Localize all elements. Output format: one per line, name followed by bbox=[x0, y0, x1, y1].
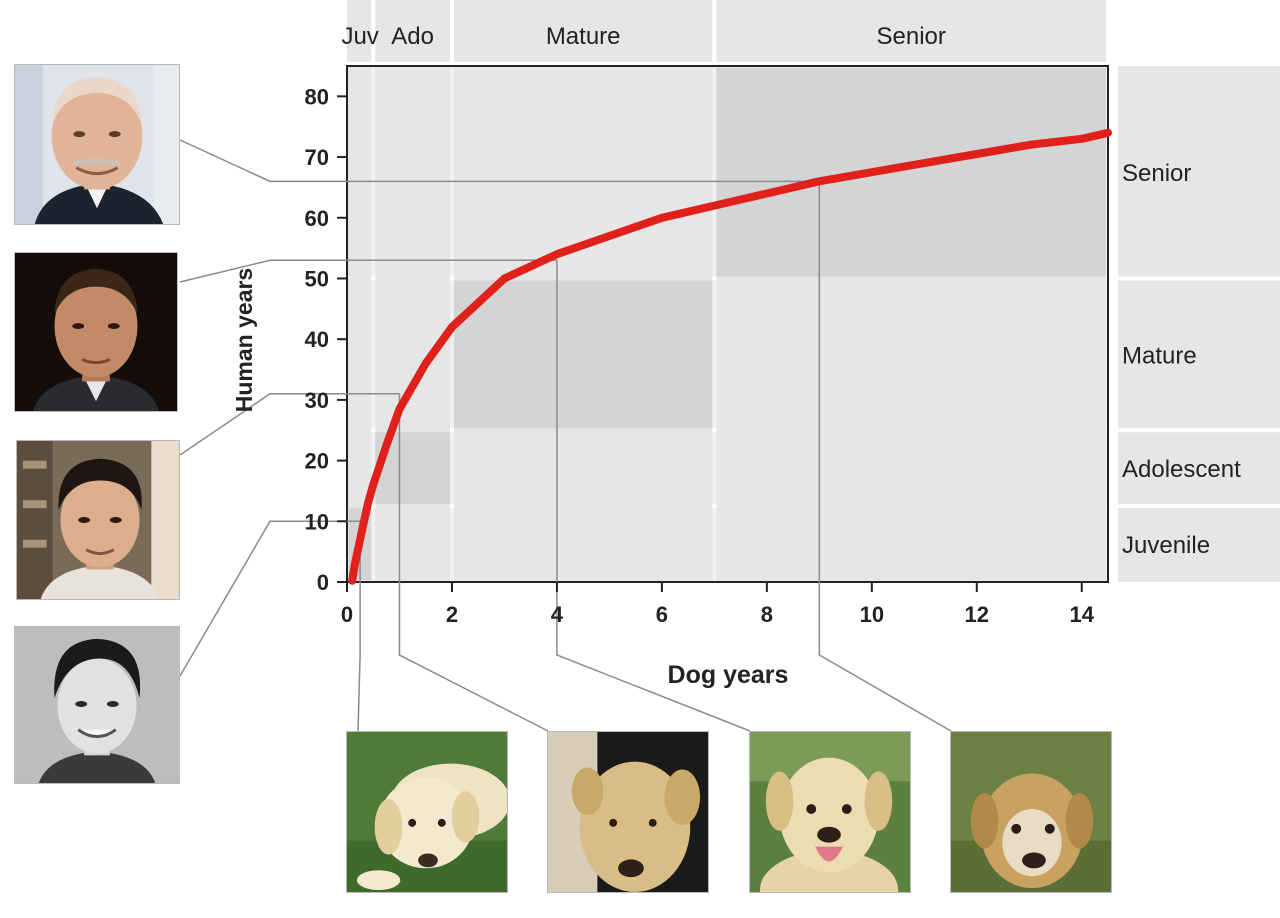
plot-border bbox=[346, 65, 1109, 583]
human-stage-label: Juvenile bbox=[1122, 532, 1210, 559]
dog-photo-connector bbox=[556, 260, 751, 732]
mature-dog-illustration bbox=[750, 732, 910, 892]
human-photo-connector bbox=[179, 139, 820, 183]
dog-photo-connector bbox=[398, 393, 549, 732]
axis-ticks: 0 2 4 6 8 10 12 14 0 10 20 30 40 50 60 70 80 bbox=[305, 84, 1095, 627]
senior-dog-illustration bbox=[951, 732, 1111, 892]
dog-stage-label: Mature bbox=[546, 23, 621, 50]
human-photo-connector bbox=[179, 393, 400, 456]
y-tick-label: 80 bbox=[305, 84, 329, 109]
dog-photo-connector bbox=[357, 521, 361, 732]
human-stage-label: Mature bbox=[1122, 342, 1197, 369]
x-tick-label: 14 bbox=[1070, 602, 1095, 627]
human-photo-connector bbox=[179, 259, 557, 283]
y-tick-label: 60 bbox=[305, 206, 329, 231]
curve-layer bbox=[348, 128, 1112, 585]
human-photo-juvenile bbox=[14, 626, 180, 784]
x-axis-label: Dog years bbox=[668, 661, 789, 689]
y-tick-label: 20 bbox=[305, 449, 329, 474]
y-axis-label: Human years bbox=[231, 268, 257, 412]
human-stage-label: Adolescent bbox=[1122, 456, 1241, 483]
dog-stage-header-2 bbox=[453, 0, 713, 62]
x-tick-label: 12 bbox=[965, 602, 989, 627]
adolescent-portrait bbox=[17, 441, 179, 599]
plot-frame bbox=[346, 65, 1109, 583]
x-tick-label: 10 bbox=[860, 602, 884, 627]
y-tick-label: 0 bbox=[317, 570, 329, 595]
mature-man-portrait bbox=[15, 253, 177, 411]
young-dog-illustration bbox=[548, 732, 708, 892]
human-photo-mature bbox=[14, 252, 178, 412]
x-tick-label: 8 bbox=[761, 602, 773, 627]
stage-overlap-3 bbox=[716, 68, 1106, 277]
dog-stage-header-0 bbox=[347, 0, 372, 62]
y-tick-label: 10 bbox=[305, 509, 329, 534]
human-stage-label: Senior bbox=[1122, 160, 1191, 187]
dog-photo-mature bbox=[749, 731, 911, 893]
dog-stage-header-1 bbox=[375, 0, 450, 62]
x-tick-label: 2 bbox=[446, 602, 458, 627]
stage-bands bbox=[347, 0, 1280, 582]
human-photo-adolescent bbox=[16, 440, 180, 600]
series-line-0 bbox=[348, 128, 1112, 585]
x-tick-label: 4 bbox=[551, 602, 564, 627]
y-tick-label: 40 bbox=[305, 327, 329, 352]
human-stage-row-3 bbox=[347, 508, 1108, 582]
human-stage-band-3 bbox=[1118, 508, 1280, 582]
dog-stage-header-3 bbox=[716, 0, 1106, 62]
dog-stage-label: Senior bbox=[877, 23, 946, 50]
juvenile-portrait bbox=[15, 627, 179, 783]
puppy-illustration bbox=[347, 732, 507, 892]
senior-man-portrait bbox=[15, 65, 179, 224]
x-tick-label: 6 bbox=[656, 602, 668, 627]
stage-overlap-2 bbox=[453, 280, 713, 429]
dog-stage-label: Juv bbox=[341, 23, 378, 50]
human-stage-band-0 bbox=[1118, 66, 1280, 277]
dog-photo-senior bbox=[950, 731, 1112, 893]
photo-connectors bbox=[179, 139, 952, 732]
human-photo-connector bbox=[179, 520, 361, 677]
y-tick-label: 30 bbox=[305, 388, 329, 413]
y-tick-label: 70 bbox=[305, 145, 329, 170]
stage-labels: Juv Ado Mature Senior Senior Mature Adolescent… bbox=[341, 23, 1241, 559]
human-stage-band-2 bbox=[1118, 432, 1280, 505]
human-stage-row-2 bbox=[347, 432, 1108, 505]
y-tick-label: 50 bbox=[305, 266, 329, 291]
dog-stage-label: Ado bbox=[391, 23, 434, 50]
dog-photo-connector bbox=[818, 181, 952, 732]
dog-photo-juvenile bbox=[346, 731, 508, 893]
human-photo-senior bbox=[14, 64, 180, 225]
dog-photo-adolescent bbox=[547, 731, 709, 893]
x-tick-label: 0 bbox=[341, 602, 353, 627]
human-stage-band-1 bbox=[1118, 280, 1280, 429]
